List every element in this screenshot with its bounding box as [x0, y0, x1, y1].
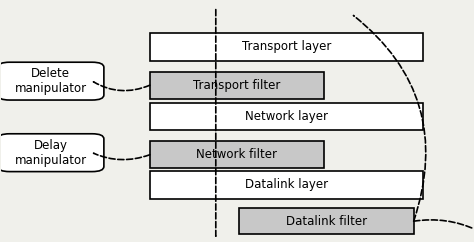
Text: Transport filter: Transport filter: [193, 79, 281, 92]
Text: Network filter: Network filter: [197, 148, 277, 161]
Text: Datalink filter: Datalink filter: [286, 215, 367, 228]
Text: Transport layer: Transport layer: [242, 40, 331, 53]
Text: Delay
manipulator: Delay manipulator: [15, 139, 87, 167]
Bar: [150, 72, 324, 98]
Text: Datalink layer: Datalink layer: [245, 178, 328, 191]
FancyArrowPatch shape: [414, 220, 474, 230]
Bar: [239, 208, 414, 234]
FancyBboxPatch shape: [0, 62, 104, 100]
FancyArrowPatch shape: [354, 15, 426, 221]
FancyArrowPatch shape: [94, 153, 150, 160]
Bar: [150, 33, 423, 61]
Bar: [150, 103, 423, 130]
FancyArrowPatch shape: [93, 82, 150, 91]
Bar: [150, 171, 423, 199]
Text: Network layer: Network layer: [245, 110, 328, 123]
Bar: [150, 141, 324, 168]
FancyBboxPatch shape: [0, 134, 104, 172]
Text: Delete
manipulator: Delete manipulator: [15, 67, 87, 95]
